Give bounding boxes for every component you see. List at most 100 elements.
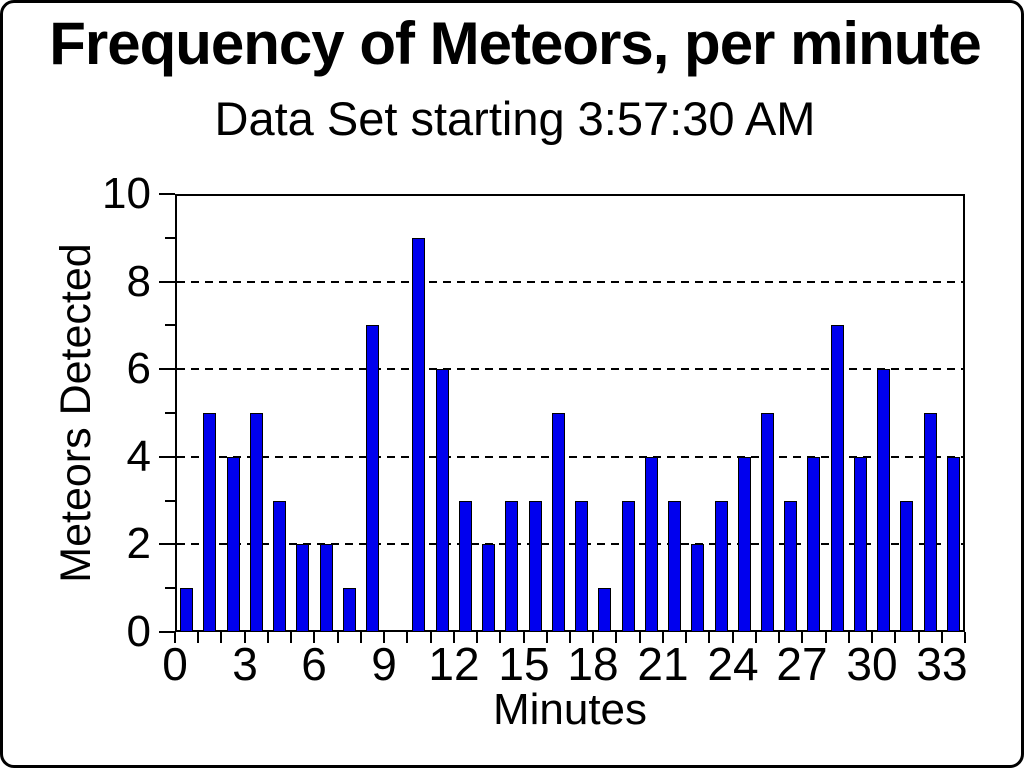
gridline-y-4 <box>177 456 963 458</box>
bar-minute-28 <box>831 325 844 632</box>
x-tick-24 <box>732 632 734 643</box>
bar-minute-6 <box>320 544 333 632</box>
x-tick-4 <box>267 632 269 643</box>
y-minor-tick-7 <box>165 324 175 326</box>
x-tick-16 <box>546 632 548 643</box>
y-major-tick-6 <box>159 368 175 370</box>
y-major-tick-10 <box>159 193 175 195</box>
bar-minute-23 <box>715 501 728 632</box>
x-tick-5 <box>290 632 292 643</box>
x-tick-15 <box>523 632 525 643</box>
chart-title: Frequency of Meteors, per minute <box>49 10 982 77</box>
bar-minute-16 <box>552 413 565 632</box>
bar-minute-25 <box>761 413 774 632</box>
x-axis-title: Minutes <box>492 685 648 734</box>
x-tick-19 <box>615 632 617 643</box>
chart-subtitle: Data Set starting 3:57:30 AM <box>214 92 816 145</box>
bar-minute-31 <box>900 501 913 632</box>
bar-minute-0 <box>180 588 193 632</box>
bar-minute-12 <box>459 501 472 632</box>
x-tick-7 <box>337 632 339 643</box>
bar-minute-17 <box>575 501 588 632</box>
x-tick-26 <box>778 632 780 643</box>
gridline-y-2 <box>177 543 963 545</box>
x-tick-label-9: 9 <box>371 638 397 690</box>
x-tick-1 <box>197 632 199 643</box>
x-tick-21 <box>662 632 664 643</box>
y-minor-tick-9 <box>165 237 175 239</box>
bar-minute-10 <box>412 238 425 632</box>
y-major-tick-8 <box>159 281 175 283</box>
x-tick-13 <box>476 632 478 643</box>
y-minor-tick-3 <box>165 500 175 502</box>
bar-minute-1 <box>203 413 216 632</box>
x-tick-9 <box>383 632 385 643</box>
x-tick-label-3: 3 <box>232 638 258 690</box>
y-minor-tick-5 <box>165 412 175 414</box>
x-tick-23 <box>708 632 710 643</box>
y-minor-tick-1 <box>165 587 175 589</box>
x-tick-12 <box>453 632 455 643</box>
x-tick-label-12: 12 <box>428 638 480 690</box>
x-tick-18 <box>592 632 594 643</box>
plot-frame <box>175 194 965 632</box>
x-tick-27 <box>801 632 803 643</box>
y-major-tick-4 <box>159 456 175 458</box>
bar-minute-2 <box>227 457 240 632</box>
bar-minute-32 <box>924 413 937 632</box>
x-tick-32 <box>918 632 920 643</box>
x-tick-label-33: 33 <box>916 638 968 690</box>
bar-minute-19 <box>622 501 635 632</box>
y-tick-label-0: 0 <box>126 607 151 656</box>
bar-minute-26 <box>784 501 797 632</box>
bar-minute-27 <box>807 457 820 632</box>
x-tick-22 <box>685 632 687 643</box>
x-tick-11 <box>430 632 432 643</box>
x-tick-0 <box>174 632 176 643</box>
y-tick-label-10: 10 <box>102 169 151 218</box>
gridline-y-6 <box>177 368 963 370</box>
bar-minute-15 <box>529 501 542 632</box>
x-tick-label-15: 15 <box>498 638 550 690</box>
gridline-y-8 <box>177 281 963 283</box>
x-tick-30 <box>871 632 873 643</box>
x-tick-3 <box>244 632 246 643</box>
x-tick-29 <box>848 632 850 643</box>
bar-minute-5 <box>296 544 309 632</box>
bar-minute-21 <box>668 501 681 632</box>
x-tick-2 <box>220 632 222 643</box>
bar-minute-18 <box>598 588 611 632</box>
x-tick-label-27: 27 <box>776 638 828 690</box>
x-tick-6 <box>313 632 315 643</box>
y-tick-label-2: 2 <box>126 519 151 568</box>
x-tick-17 <box>569 632 571 643</box>
bar-minute-30 <box>877 369 890 632</box>
bar-minute-14 <box>505 501 518 632</box>
bar-minute-13 <box>482 544 495 632</box>
bar-minute-8 <box>366 325 379 632</box>
bar-minute-7 <box>343 588 356 632</box>
x-tick-25 <box>755 632 757 643</box>
bar-minute-33 <box>947 457 960 632</box>
x-tick-label-30: 30 <box>846 638 898 690</box>
bar-minute-4 <box>273 501 286 632</box>
x-tick-label-24: 24 <box>707 638 759 690</box>
y-tick-label-8: 8 <box>126 257 151 306</box>
bar-minute-20 <box>645 457 658 632</box>
x-tick-10 <box>406 632 408 643</box>
bar-minute-22 <box>691 544 704 632</box>
x-tick-33 <box>941 632 943 643</box>
x-tick-28 <box>825 632 827 643</box>
bar-minute-3 <box>250 413 263 632</box>
y-tick-label-6: 6 <box>126 344 151 393</box>
bar-minute-11 <box>436 369 449 632</box>
y-tick-label-4: 4 <box>126 432 151 481</box>
x-tick-label-21: 21 <box>637 638 689 690</box>
x-tick-20 <box>639 632 641 643</box>
x-tick-31 <box>894 632 896 643</box>
x-tick-8 <box>360 632 362 643</box>
x-tick-label-0: 0 <box>162 638 188 690</box>
x-tick-34 <box>964 632 966 643</box>
bar-minute-29 <box>854 457 867 632</box>
